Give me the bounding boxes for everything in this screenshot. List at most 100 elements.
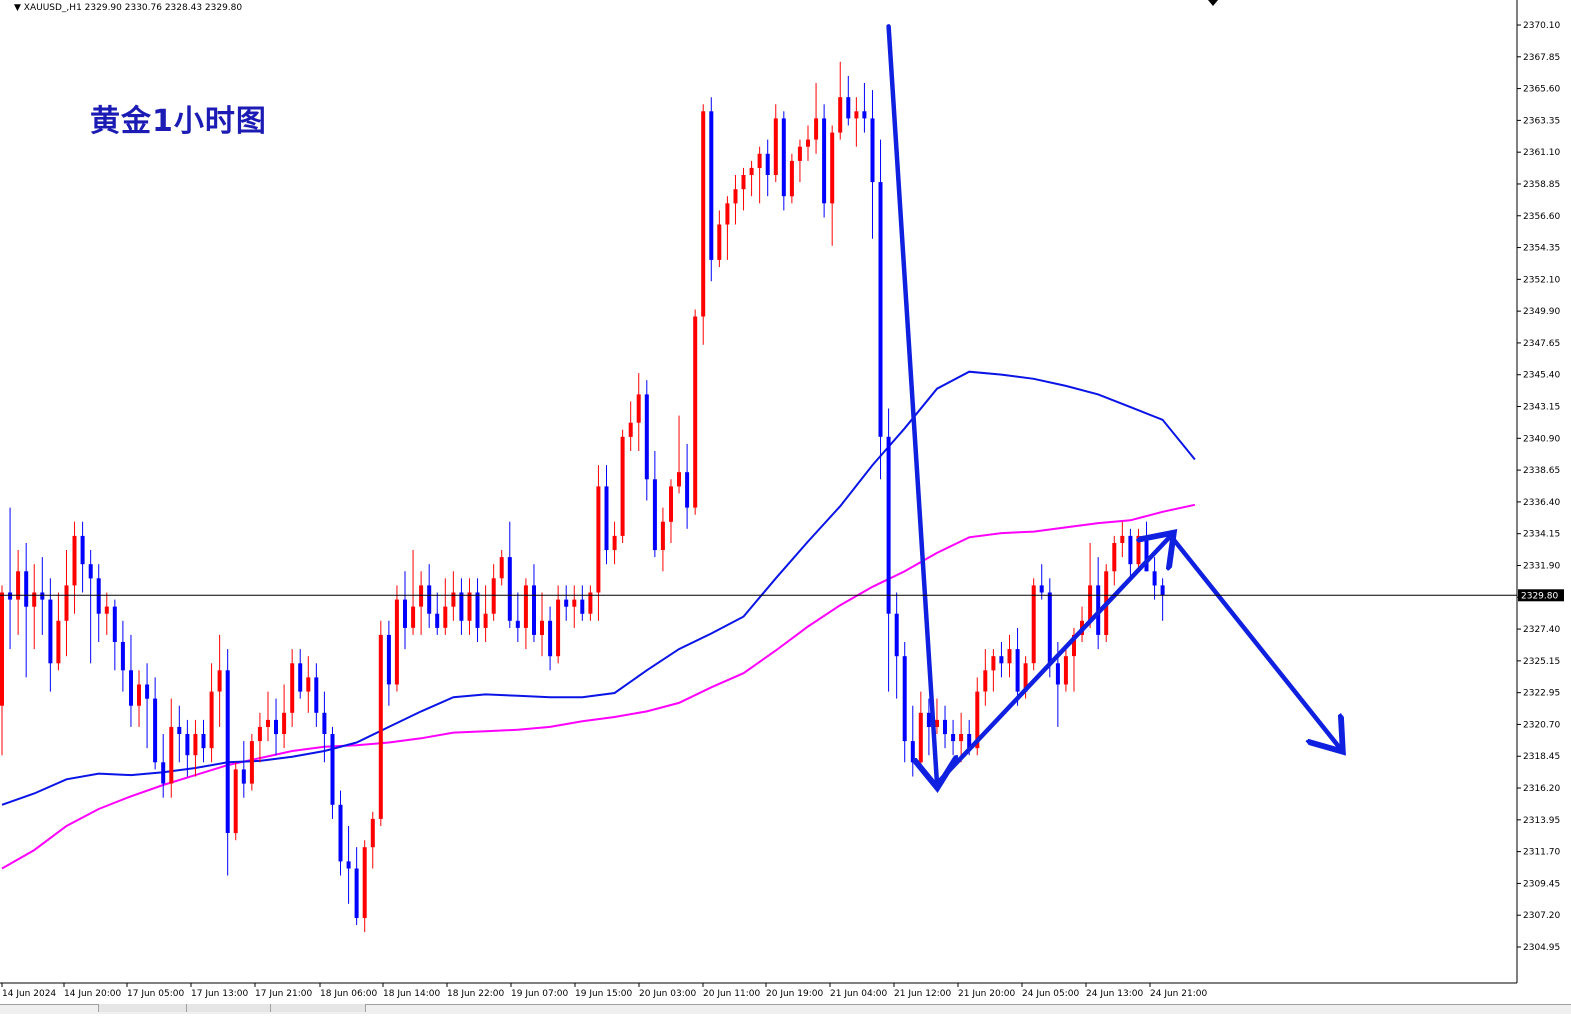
candle bbox=[32, 564, 37, 650]
candle bbox=[725, 196, 730, 260]
candle bbox=[411, 550, 416, 635]
bottom-tab-strip bbox=[0, 1004, 1571, 1014]
annotation-arrow bbox=[886, 24, 937, 783]
candle bbox=[652, 451, 657, 558]
candle-body bbox=[1039, 585, 1044, 593]
candle-body bbox=[403, 599, 407, 628]
candle-body bbox=[185, 734, 190, 756]
candle bbox=[612, 521, 617, 565]
candle-body bbox=[241, 769, 246, 784]
candle bbox=[1128, 528, 1133, 579]
candle bbox=[0, 585, 4, 756]
chart-tab[interactable] bbox=[98, 1004, 188, 1012]
candle-body bbox=[765, 153, 770, 175]
x-tick-label: 24 Jun 21:00 bbox=[1150, 989, 1207, 999]
candle-body bbox=[467, 592, 472, 621]
candle bbox=[878, 139, 883, 480]
candle bbox=[491, 564, 496, 621]
candle-body bbox=[419, 585, 424, 607]
candle bbox=[677, 415, 681, 494]
candle bbox=[701, 104, 706, 345]
candle bbox=[846, 75, 851, 126]
candle-body bbox=[717, 224, 722, 260]
candle-body bbox=[628, 422, 633, 437]
candle bbox=[935, 698, 939, 734]
candle-body bbox=[16, 571, 21, 600]
candle-body bbox=[298, 663, 303, 692]
candle-body bbox=[362, 847, 367, 918]
candle bbox=[797, 139, 802, 183]
y-tick-label: 2331.90 bbox=[1523, 561, 1560, 571]
ohlc-values: 2329.90 2330.76 2328.43 2329.80 bbox=[84, 3, 243, 13]
candle-body bbox=[249, 741, 254, 784]
candle bbox=[1015, 627, 1020, 706]
candle bbox=[378, 620, 383, 826]
candle-body bbox=[1015, 649, 1020, 692]
candle-body bbox=[523, 585, 528, 628]
y-tick-label: 2318.45 bbox=[1523, 752, 1560, 762]
candle bbox=[298, 649, 303, 699]
candle bbox=[499, 550, 504, 586]
candle bbox=[814, 83, 819, 154]
candle-body bbox=[757, 153, 762, 168]
x-tick-label: 17 Jun 13:00 bbox=[191, 989, 248, 999]
y-tick-label: 2316.20 bbox=[1523, 784, 1560, 794]
candle-body bbox=[1112, 543, 1117, 572]
candle bbox=[266, 691, 270, 742]
candle-body bbox=[314, 677, 319, 713]
candle bbox=[330, 726, 335, 819]
candle-body bbox=[894, 613, 899, 657]
candle bbox=[926, 698, 931, 756]
candle-body bbox=[1055, 663, 1060, 685]
candle-body bbox=[862, 111, 867, 119]
candle bbox=[1039, 564, 1044, 600]
x-tick-label: 17 Jun 21:00 bbox=[255, 989, 312, 999]
candle-body bbox=[781, 118, 786, 197]
candle-body bbox=[991, 656, 996, 671]
chart-tab[interactable] bbox=[186, 1004, 272, 1012]
candle bbox=[443, 578, 448, 635]
candle-body bbox=[451, 592, 456, 607]
candle bbox=[910, 705, 915, 777]
candle-body bbox=[935, 719, 939, 727]
candle bbox=[354, 847, 359, 926]
candle-body bbox=[532, 585, 536, 635]
candle bbox=[1112, 535, 1117, 586]
candle-body bbox=[741, 175, 746, 190]
candle-body bbox=[257, 726, 262, 742]
shift-marker-icon[interactable] bbox=[1208, 0, 1218, 6]
candle bbox=[24, 543, 29, 678]
candle bbox=[781, 111, 786, 211]
candle bbox=[1120, 521, 1125, 558]
candle bbox=[628, 401, 633, 451]
candle bbox=[765, 139, 770, 197]
chart-tab[interactable] bbox=[270, 1004, 366, 1012]
candle bbox=[580, 585, 585, 621]
candle bbox=[943, 705, 947, 749]
candle bbox=[572, 585, 577, 628]
candle-body bbox=[137, 684, 141, 706]
candle-body bbox=[145, 684, 150, 699]
candle-body bbox=[153, 698, 158, 763]
candle bbox=[427, 564, 432, 628]
candle-body bbox=[789, 160, 794, 197]
candle-body bbox=[1128, 535, 1133, 565]
candle-body bbox=[1031, 585, 1036, 664]
candle bbox=[386, 620, 391, 706]
candle bbox=[104, 592, 109, 635]
candle bbox=[40, 557, 45, 635]
candle-body bbox=[48, 599, 53, 664]
candle-body bbox=[870, 118, 875, 183]
dropdown-triangle-icon[interactable]: ▼ bbox=[14, 3, 21, 13]
y-tick-label: 2327.40 bbox=[1523, 625, 1560, 635]
candle-body bbox=[40, 592, 45, 600]
candle-body bbox=[540, 620, 544, 635]
candle-body bbox=[120, 642, 125, 671]
candle bbox=[451, 571, 456, 621]
candle bbox=[1031, 578, 1036, 671]
candle bbox=[757, 146, 762, 204]
y-tick-label: 2343.15 bbox=[1523, 403, 1560, 413]
candle bbox=[137, 670, 141, 727]
